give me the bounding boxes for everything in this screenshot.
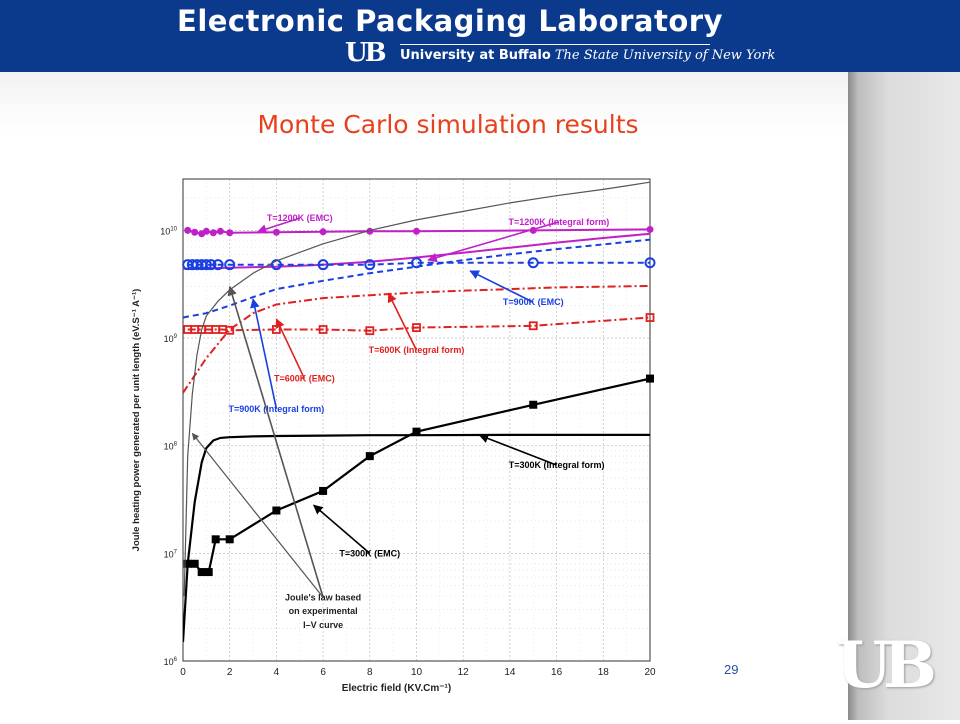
annotation-arrow [313, 504, 371, 554]
data-point [365, 452, 374, 461]
series-line [187, 316, 650, 332]
suny-name: The State University of New York [554, 48, 776, 63]
data-point [211, 535, 220, 544]
y-tick-label: 106 [164, 657, 178, 667]
annotation-label: on experimental [289, 606, 358, 616]
y-tick-label: 109 [164, 334, 178, 344]
data-point [365, 326, 375, 336]
annotation-label: T=1200K (Integral form) [509, 217, 610, 227]
annotation-arrow [227, 285, 324, 598]
data-point [528, 321, 538, 331]
data-point [413, 227, 420, 235]
data-point [225, 535, 234, 544]
annotation-label: T=300K (EMC) [339, 548, 400, 558]
y-tick-exponent: 10 [170, 226, 177, 232]
x-tick-label: 6 [320, 667, 326, 678]
data-point [646, 374, 654, 383]
page-number: 29 [724, 662, 739, 677]
y-tick-exponent: 6 [174, 657, 178, 663]
data-point [529, 400, 538, 409]
x-tick-label: 18 [598, 667, 610, 678]
data-point [272, 228, 280, 236]
data-point [197, 568, 206, 577]
x-tick-label: 12 [458, 667, 470, 678]
series-line [183, 284, 650, 394]
data-point [200, 259, 212, 271]
annotation-label: T=300K (Integral form) [509, 460, 605, 470]
annotation-arrow [469, 270, 534, 303]
annotation-label: T=600K (Integral form) [369, 345, 465, 355]
series-line [183, 238, 650, 319]
data-point [412, 323, 421, 332]
series-line [183, 181, 650, 597]
x-tick-label: 8 [367, 667, 373, 678]
data-point [184, 226, 192, 234]
series-line [183, 433, 650, 643]
y-axis-label: Joule heating power generated per unit l… [131, 289, 142, 552]
x-tick-label: 14 [504, 667, 516, 678]
annotation-label: T=600K (EMC) [274, 374, 335, 384]
data-point [191, 228, 199, 236]
data-point [411, 257, 422, 269]
data-point [645, 313, 655, 322]
slide-side-band [848, 72, 960, 720]
data-point [644, 257, 656, 269]
data-point [216, 227, 224, 235]
data-point [225, 325, 235, 335]
y-tick-exponent: 8 [174, 442, 178, 448]
ub-logo-small: UB [345, 38, 387, 68]
x-tick-label: 20 [644, 667, 656, 678]
slide-title: Monte Carlo simulation results [257, 110, 639, 139]
data-point [226, 229, 234, 237]
header-divider [400, 44, 710, 45]
chart-container: 0 2 4 6 8 10 12 14 16 18 20 106 107 108 109 1010 Electri… [120, 160, 692, 720]
plot-frame [182, 178, 651, 662]
university-line: University at Buffalo The State Universi… [400, 48, 775, 63]
data-point [319, 228, 327, 236]
x-tick-label: 16 [551, 667, 563, 678]
data-point [205, 259, 217, 271]
y-tick-exponent: 9 [174, 334, 178, 340]
annotation-label: T=900K (EMC) [503, 297, 564, 307]
annotation-arrow [256, 217, 300, 234]
annotation-arrow [478, 433, 557, 466]
data-point [190, 559, 199, 568]
y-tick-exponent: 7 [174, 549, 178, 555]
annotation-arrow [250, 298, 278, 409]
x-tick-label: 10 [411, 667, 423, 678]
data-point [202, 227, 210, 235]
y-tick-label: 1010 [160, 226, 177, 236]
data-point [209, 229, 217, 237]
x-tick-label: 2 [227, 667, 233, 678]
data-point [319, 486, 328, 495]
annotation-label: T=1200K (EMC) [267, 213, 333, 223]
annotation-arrow [191, 432, 324, 598]
data-point [318, 325, 328, 334]
data-point [212, 259, 224, 271]
data-point [204, 568, 213, 577]
data-point [364, 259, 376, 271]
x-axis-label: Electric field (KV.Cm⁻¹) [342, 683, 451, 694]
lab-name: Electronic Packaging Laboratory [177, 4, 723, 38]
data-point [270, 259, 282, 271]
y-tick-label: 107 [164, 549, 178, 559]
data-point [317, 259, 329, 271]
annotation-arrow [387, 292, 418, 351]
joule-heating-chart: 0 2 4 6 8 10 12 14 16 18 201061071081091010Electri… [131, 178, 656, 694]
slide-header: Electronic Packaging Laboratory UB Unive… [0, 0, 960, 72]
annotation-arrow [427, 221, 560, 263]
data-point [527, 257, 539, 269]
ub-logo-large: UB [836, 628, 937, 703]
x-tick-label: 4 [274, 667, 280, 678]
data-point [412, 427, 421, 436]
data-point [272, 506, 281, 515]
data-point [224, 259, 236, 271]
annotation-label: I–V curve [303, 620, 343, 630]
annotation-label: T=900K (Integral form) [229, 404, 325, 414]
data-point [646, 225, 654, 233]
x-tick-label: 0 [180, 667, 186, 678]
university-name: University at Buffalo [400, 48, 551, 63]
y-tick-label: 108 [164, 442, 178, 452]
annotation-arrow [275, 318, 306, 379]
